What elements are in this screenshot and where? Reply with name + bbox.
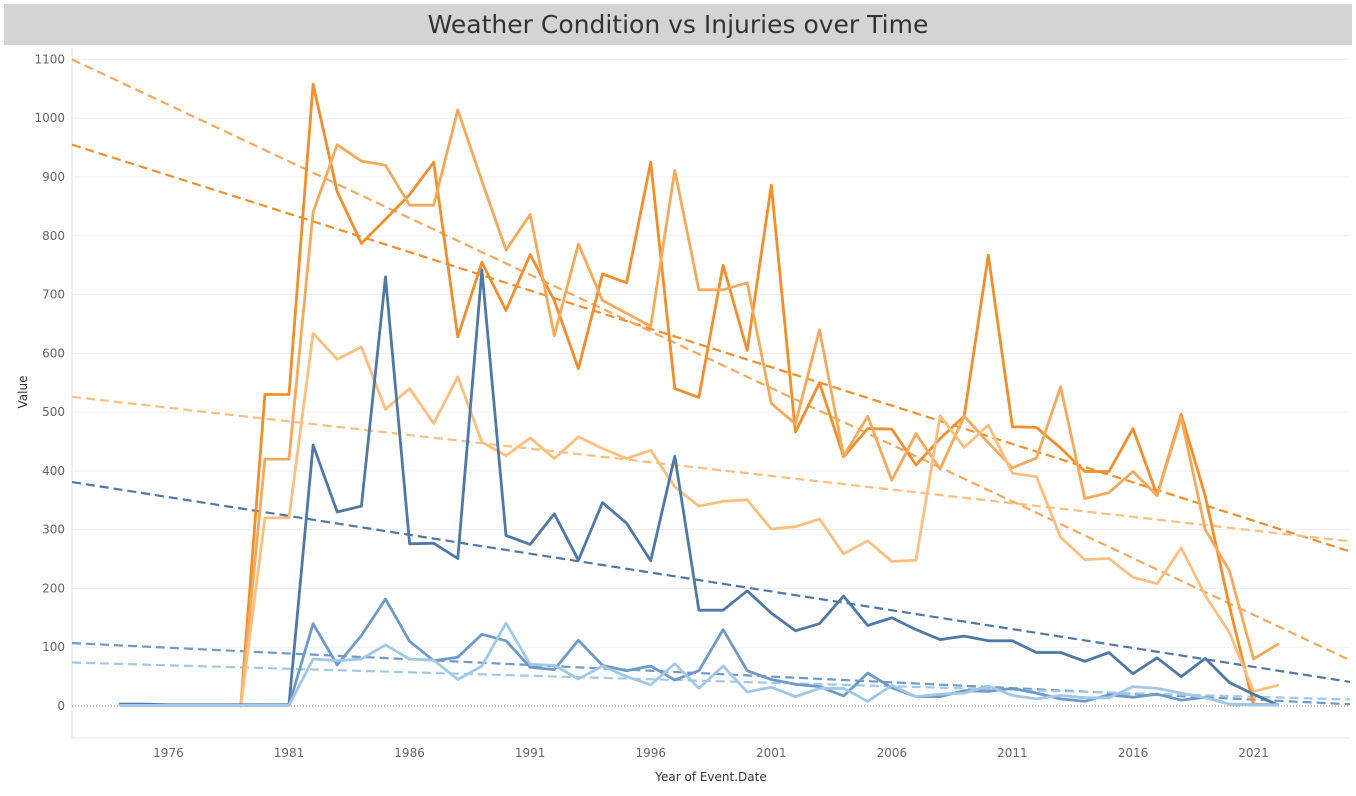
x-tick-label: 2011	[997, 746, 1028, 760]
y-tick-label: 700	[42, 288, 65, 302]
y-tick-label: 900	[42, 170, 65, 184]
series-line	[239, 331, 1280, 708]
series-line	[118, 268, 1280, 707]
y-tick-label: 200	[42, 581, 65, 595]
chart-title: Weather Condition vs Injuries over Time	[427, 10, 929, 39]
chart-title-bar: Weather Condition vs Injuries over Time	[4, 4, 1352, 45]
series-line	[118, 621, 1280, 707]
y-tick-label: 1100	[34, 52, 65, 66]
trendline	[71, 480, 1351, 683]
x-tick-label: 2001	[756, 746, 787, 760]
y-tick-label: 300	[42, 523, 65, 537]
trendline	[71, 395, 1351, 543]
y-tick-label: 500	[42, 405, 65, 419]
y-tick-label: 100	[42, 640, 65, 654]
y-tick-label: 0	[57, 699, 65, 713]
y-tick-label: 1000	[34, 111, 65, 125]
x-tick-label: 1986	[394, 746, 425, 760]
x-axis-ticks: 1976 1981 1986 1991 1996 2001 2006 2011 2016 2021	[153, 746, 1269, 760]
trendline	[71, 58, 1351, 662]
x-tick-label: 2021	[1238, 746, 1269, 760]
series-lines	[118, 82, 1280, 708]
x-tick-label: 2006	[877, 746, 908, 760]
series-line	[118, 597, 1280, 707]
y-axis-ticks: 0 100 200 300 400 500 600 700 800 900 1000 1100	[34, 52, 65, 713]
x-tick-label: 1981	[274, 746, 305, 760]
x-tick-label: 2016	[1118, 746, 1149, 760]
series-line	[239, 82, 1280, 708]
series-line	[239, 108, 1280, 708]
trendlines	[71, 58, 1351, 706]
y-tick-label: 600	[42, 346, 65, 360]
y-tick-label: 800	[42, 229, 65, 243]
x-tick-label: 1976	[153, 746, 184, 760]
x-tick-label: 1996	[635, 746, 666, 760]
y-axis-title: Value	[16, 376, 30, 409]
y-tick-label: 400	[42, 464, 65, 478]
x-tick-label: 1991	[515, 746, 546, 760]
x-axis-title: Year of Event.Date	[654, 770, 766, 784]
trendline	[71, 661, 1351, 701]
gridlines	[71, 48, 1350, 739]
